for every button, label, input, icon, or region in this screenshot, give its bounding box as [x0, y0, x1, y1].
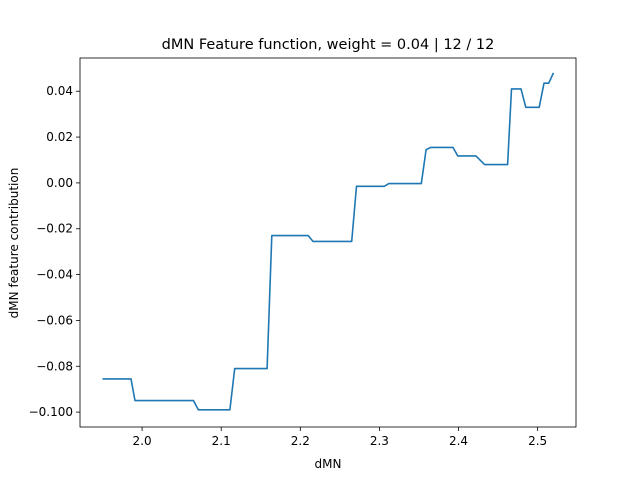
y-tick-label: −0.04: [36, 268, 73, 282]
y-tick-label: 0.00: [46, 176, 73, 190]
x-tick-label: 2.3: [370, 434, 389, 448]
y-tick-label: −0.02: [36, 222, 73, 236]
x-tick-label: 2.4: [449, 434, 468, 448]
x-axis-label: dMN: [315, 457, 342, 471]
y-axis-label: dMN feature contribution: [7, 168, 21, 319]
series-line: [102, 72, 555, 411]
chart-title: dMN Feature function, weight = 0.04 | 12…: [162, 37, 495, 53]
x-axis-ticks: 2.0 2.1 2.2 2.3 2.4 2.5: [133, 427, 547, 448]
x-tick-label: 2.5: [528, 434, 547, 448]
x-tick-label: 2.2: [291, 434, 310, 448]
x-tick-label: 2.0: [133, 434, 152, 448]
x-tick-label: 2.1: [212, 434, 231, 448]
y-tick-label: −0.06: [36, 313, 73, 327]
y-tick-label: 0.02: [46, 130, 73, 144]
y-axis-ticks: −0.100 −0.08 −0.06 −0.04 −0.02 0.00 0.02 0.04: [29, 84, 80, 419]
plot-frame: [79, 57, 577, 428]
y-tick-label: 0.04: [46, 84, 73, 98]
y-tick-label: −0.100: [29, 405, 73, 419]
y-tick-label: −0.08: [36, 359, 73, 373]
series-layer: [102, 72, 555, 411]
